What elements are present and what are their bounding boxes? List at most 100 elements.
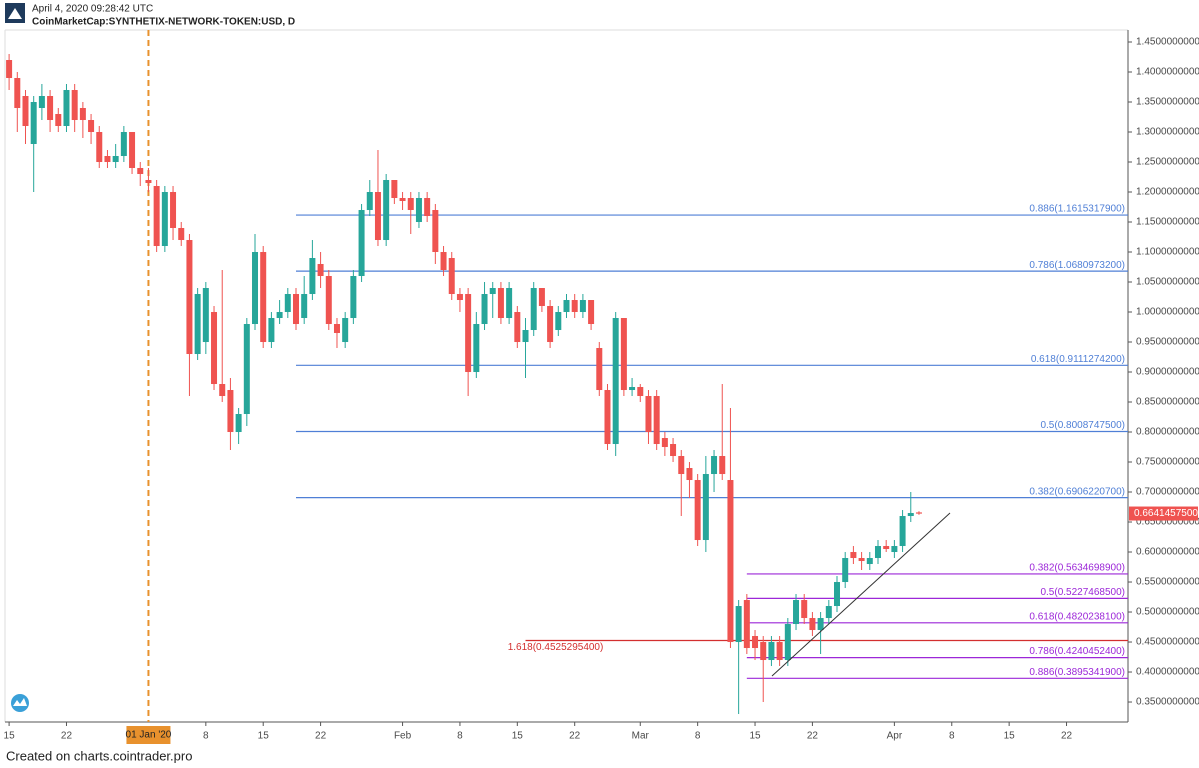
x-tick-label: 8 — [203, 731, 209, 742]
candle-body — [194, 294, 201, 355]
candle-body — [112, 156, 119, 163]
fib-label: 0.786(1.0680973200) — [1029, 260, 1125, 271]
candle-body — [653, 396, 660, 445]
candle-body — [14, 78, 21, 109]
candle-body — [727, 480, 734, 643]
candle-body — [670, 444, 677, 457]
candle-body — [752, 636, 759, 649]
candle-body — [629, 387, 636, 391]
y-tick-label: 0.5000000000 — [1136, 607, 1199, 618]
candle-body — [55, 114, 62, 127]
candle-body — [186, 240, 193, 355]
candle-body — [211, 312, 218, 385]
y-tick-label: 0.6500000000 — [1136, 517, 1199, 528]
candle-body — [301, 294, 308, 319]
x-tick-label: 15 — [749, 731, 761, 742]
candle-body — [555, 312, 562, 331]
candle-body — [350, 276, 357, 319]
y-tick-label: 1.2000000000 — [1136, 187, 1199, 198]
candle-body — [604, 390, 611, 445]
x-tick-label: 8 — [949, 731, 955, 742]
candle-body — [276, 312, 283, 319]
y-tick-label: 0.3500000000 — [1136, 697, 1199, 708]
x-tick-label: 22 — [315, 731, 327, 742]
candle-body — [235, 414, 242, 433]
candle-body — [538, 288, 545, 307]
candle-body — [899, 516, 906, 547]
fib-label: 0.382(0.5634698900) — [1029, 563, 1125, 574]
candle-body — [366, 192, 373, 211]
candle-body — [227, 390, 234, 433]
candle-body — [79, 108, 86, 121]
candle-body — [760, 642, 767, 661]
date-marker-box — [126, 726, 171, 744]
y-tick-label: 1.1000000000 — [1136, 247, 1199, 258]
candle-body — [317, 264, 324, 277]
candle-body — [547, 306, 554, 343]
y-tick-label: 1.0500000000 — [1136, 277, 1199, 288]
candle-body — [506, 288, 513, 319]
candle-body — [686, 468, 693, 481]
x-tick-label: Mar — [632, 731, 650, 742]
candle-body — [678, 456, 685, 475]
candle-body — [399, 198, 406, 202]
candle-body — [358, 210, 365, 277]
candle-body — [6, 60, 13, 79]
candle-body — [63, 90, 70, 127]
candle-body — [735, 606, 742, 643]
fib-label: 0.382(0.6906220700) — [1029, 486, 1125, 497]
fib-label: 0.886(0.3895341900) — [1029, 667, 1125, 678]
y-tick-label: 0.4500000000 — [1136, 637, 1199, 648]
watermark-logo — [11, 694, 29, 712]
y-tick-label: 1.3000000000 — [1136, 127, 1199, 138]
y-tick-label: 1.3500000000 — [1136, 97, 1199, 108]
candle-body — [219, 384, 226, 397]
fib-label: 0.618(0.9111274200) — [1031, 354, 1125, 365]
last-price-box — [1129, 506, 1198, 521]
y-tick-label: 1.4500000000 — [1136, 37, 1199, 48]
candle-body — [563, 300, 570, 313]
x-tick-label: 8 — [457, 731, 463, 742]
y-tick-label: 1.4000000000 — [1136, 67, 1199, 78]
candle-body — [145, 180, 152, 184]
candle-body — [858, 558, 865, 562]
candle-body — [71, 90, 78, 121]
candle-body — [579, 300, 586, 313]
candle-body — [530, 288, 537, 331]
candle-body — [391, 180, 398, 199]
x-tick-label: 15 — [258, 731, 270, 742]
candle-body — [325, 276, 332, 325]
fib-label: 0.618(0.4820238100) — [1029, 611, 1125, 622]
candle-body — [309, 258, 316, 295]
candle-body — [620, 318, 627, 391]
candle-body — [522, 330, 529, 343]
y-tick-label: 0.8500000000 — [1136, 397, 1199, 408]
candle-body — [891, 546, 898, 553]
trend-line — [771, 512, 951, 677]
timestamp: April 4, 2020 09:28:42 UTC — [32, 4, 153, 15]
candle-body — [702, 474, 709, 541]
last-price-label: 0.6641457500 — [1134, 508, 1198, 519]
candle-body — [120, 132, 127, 157]
candle-body — [784, 624, 791, 661]
y-tick-label: 0.9000000000 — [1136, 367, 1199, 378]
candle-body — [694, 480, 701, 541]
candle-body — [96, 132, 103, 163]
candle-body — [645, 396, 652, 433]
candle-body — [514, 312, 521, 343]
candle-body — [88, 120, 95, 133]
candle-body — [571, 300, 578, 313]
candle-body — [874, 546, 881, 559]
candle-body — [776, 642, 783, 661]
candle-body — [489, 288, 496, 295]
footer: Created on charts.cointrader.pro — [6, 748, 192, 763]
y-tick-label: 0.4000000000 — [1136, 667, 1199, 678]
candle-body — [801, 600, 808, 619]
fib-label: 0.886(1.1615317900) — [1029, 204, 1125, 215]
x-tick-label: 22 — [61, 731, 73, 742]
candle-body — [842, 558, 849, 583]
y-tick-label: 0.8000000000 — [1136, 427, 1199, 438]
symbol: CoinMarketCap:SYNTHETIX-NETWORK-TOKEN:US… — [32, 17, 295, 28]
candle-body — [284, 294, 291, 313]
